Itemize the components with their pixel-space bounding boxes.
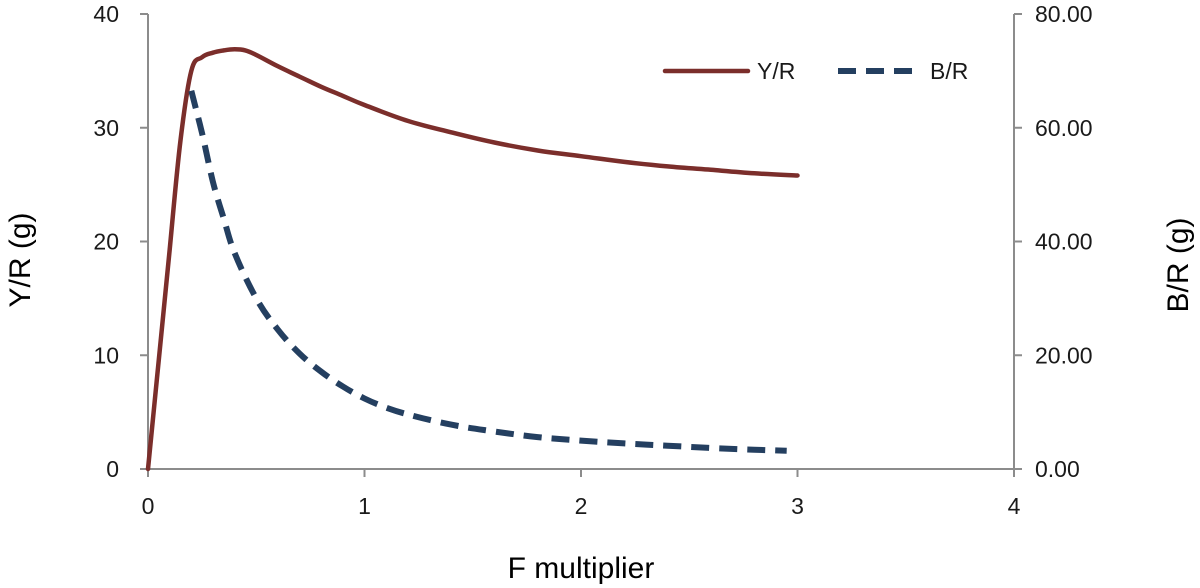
x-tick-label: 1 bbox=[358, 493, 371, 519]
x-axis-title: F multiplier bbox=[508, 552, 655, 585]
y2-tick-label: 60.00 bbox=[1035, 115, 1093, 141]
y-tick-label: 10 bbox=[93, 342, 119, 368]
x-tick-label: 4 bbox=[1008, 493, 1021, 519]
legend-label: B/R bbox=[930, 58, 968, 84]
y-axis-title: Y/R (g) bbox=[4, 212, 37, 307]
series-line-y-r bbox=[145, 47, 800, 472]
series-layer bbox=[145, 47, 800, 472]
x-tick-label: 3 bbox=[791, 493, 804, 519]
y2-tick-label: 20.00 bbox=[1035, 342, 1093, 368]
x-tick-label: 0 bbox=[142, 493, 155, 519]
y2-tick-label: 80.00 bbox=[1035, 1, 1093, 27]
y2-axis-title: B/R (g) bbox=[1162, 217, 1195, 312]
axes bbox=[147, 14, 1015, 470]
y2-tick-label: 0.00 bbox=[1035, 456, 1080, 482]
y2-axis-ticks: 0.00 20.00 40.00 60.00 80.00 bbox=[1014, 1, 1093, 482]
y-tick-label: 40 bbox=[93, 1, 119, 27]
x-tick-label: 2 bbox=[575, 493, 588, 519]
y-tick-label: 20 bbox=[93, 229, 119, 255]
y-axis-ticks: 0 10 20 30 40 bbox=[93, 1, 148, 482]
y-tick-label: 0 bbox=[106, 456, 119, 482]
y2-tick-label: 40.00 bbox=[1035, 229, 1093, 255]
series-line-b-r bbox=[188, 90, 787, 454]
legend: Y/R B/R bbox=[662, 58, 968, 84]
y-tick-label: 30 bbox=[93, 115, 119, 141]
legend-label: Y/R bbox=[757, 58, 795, 84]
x-axis-ticks: 0 1 2 3 4 bbox=[142, 469, 1021, 519]
